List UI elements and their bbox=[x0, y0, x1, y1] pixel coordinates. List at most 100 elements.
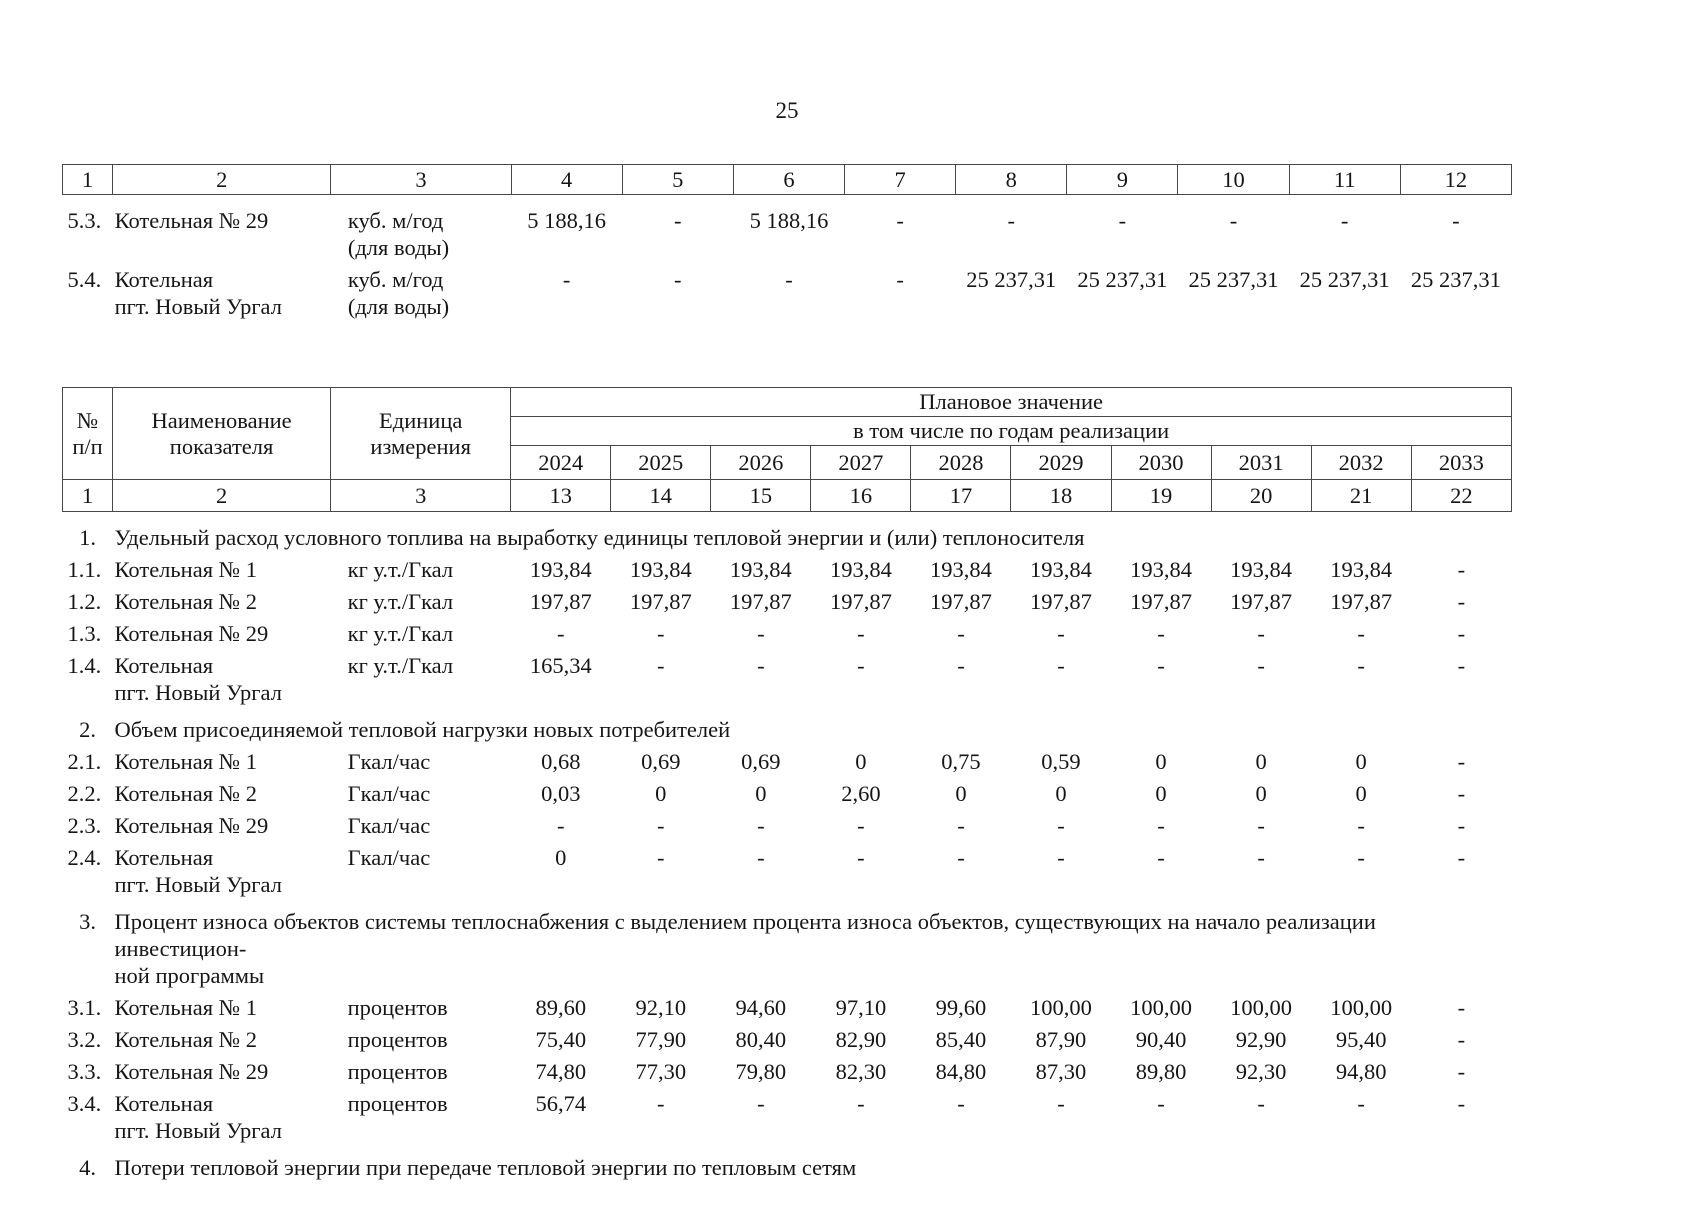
value-cell: - bbox=[857, 813, 865, 838]
value-cell: - bbox=[1457, 845, 1466, 870]
value-cell: - bbox=[1007, 208, 1015, 233]
table-row: 2.1. Котельная № 1 Гкал/час 0,68 0,69 0,69 0 0,… bbox=[63, 746, 1512, 778]
value-cell: 0,69 bbox=[741, 749, 781, 774]
row-number: 3.1. bbox=[67, 995, 102, 1020]
value-cell: - bbox=[1257, 621, 1265, 646]
row-unit: Гкал/час bbox=[347, 845, 431, 870]
value-cell: - bbox=[757, 1091, 765, 1116]
column-number-cell: 16 bbox=[810, 479, 912, 512]
value-cell: 193,84 bbox=[1230, 557, 1293, 582]
value-cell: 197,87 bbox=[829, 589, 892, 614]
value-cell: 0 bbox=[1355, 781, 1367, 806]
value-cell: - bbox=[1057, 1091, 1065, 1116]
value-cell: - bbox=[674, 267, 682, 292]
value-cell: 0 bbox=[755, 781, 767, 806]
column-number-cell: 8 bbox=[955, 164, 1068, 195]
value-cell: - bbox=[896, 208, 904, 233]
column-number-cell: 11 bbox=[1288, 164, 1401, 195]
value-cell: - bbox=[757, 621, 765, 646]
value-cell: 82,30 bbox=[835, 1059, 887, 1084]
value-cell: 82,90 bbox=[835, 1027, 887, 1052]
value-cell: 197,87 bbox=[1030, 589, 1092, 614]
value-cell: 193,84 bbox=[629, 557, 692, 582]
year-cell: 2030 bbox=[1110, 445, 1212, 480]
continued-table: 1 2 3 4 5 6 7 8 9 10 11 12 5.3. Котельная № 29 куб. м… bbox=[61, 164, 1513, 323]
value-cell: - bbox=[657, 653, 665, 678]
value-cell: - bbox=[1057, 845, 1065, 870]
table-row: 1.1. Котельная № 1 кг у.т./Гкал 193,84 193,8… bbox=[63, 554, 1512, 586]
years-label: в том числе по годам реализации bbox=[510, 416, 1512, 446]
col-header-unit: Единица измерения bbox=[330, 387, 512, 480]
col-header-num: № п/п bbox=[61, 387, 114, 480]
value-cell: 0 bbox=[655, 781, 667, 806]
year-cell: 2028 bbox=[910, 445, 1012, 480]
value-cell: 25 237,31 bbox=[966, 267, 1057, 292]
value-cell: 100,00 bbox=[1130, 995, 1192, 1020]
row-unit: кг у.т./Гкал bbox=[347, 621, 454, 646]
row-number: 2.1. bbox=[67, 749, 102, 774]
column-number-cell: 5 bbox=[621, 164, 734, 195]
plan-header-row: № п/п Наименование показателя Единица из… bbox=[61, 387, 1512, 480]
value-cell: - bbox=[1457, 749, 1466, 774]
column-number-cell: 6 bbox=[732, 164, 846, 195]
value-cell: - bbox=[674, 208, 682, 233]
value-cell: 87,90 bbox=[1035, 1027, 1087, 1052]
table-row: 1.3. Котельная № 29 кг у.т./Гкал - - - - - - - - - - bbox=[63, 618, 1512, 650]
value-cell: 197,87 bbox=[729, 589, 792, 614]
column-number-cell: 12 bbox=[1399, 164, 1513, 195]
row-number: 2.4. bbox=[67, 845, 102, 870]
table-row: 2.2. Котельная № 2 Гкал/час 0,03 0 0 2,60 0 0 0 0 0… bbox=[63, 778, 1512, 810]
value-cell: 25 237,31 bbox=[1188, 267, 1279, 292]
value-cell: 0 bbox=[955, 781, 967, 806]
value-cell: 193,84 bbox=[930, 557, 992, 582]
column-number-cell: 17 bbox=[910, 479, 1012, 512]
value-cell: - bbox=[896, 267, 904, 292]
value-cell: 90,40 bbox=[1135, 1027, 1187, 1052]
value-cell: - bbox=[957, 1091, 965, 1116]
value-cell: 89,60 bbox=[535, 995, 587, 1020]
value-cell: 56,74 bbox=[535, 1091, 587, 1116]
value-cell: 193,84 bbox=[1330, 557, 1393, 582]
section-title: Потери тепловой энергии при передаче теп… bbox=[114, 1155, 857, 1180]
year-cell: 2033 bbox=[1410, 445, 1513, 480]
column-number-cell: 13 bbox=[510, 479, 612, 512]
year-cell: 2031 bbox=[1210, 445, 1312, 480]
column-number-cell: 2 bbox=[112, 479, 332, 512]
row-name: Котельная № 2 bbox=[114, 781, 258, 806]
value-cell: - bbox=[857, 1091, 865, 1116]
row-unit: процентов bbox=[347, 995, 448, 1020]
value-cell: - bbox=[1457, 589, 1466, 614]
value-cell: 0 bbox=[855, 749, 867, 774]
table-row: 2.3. Котельная № 29 Гкал/час - - - - - - - - - - bbox=[63, 810, 1512, 842]
row-unit: процентов bbox=[347, 1091, 448, 1116]
row-number: 2.3. bbox=[67, 813, 102, 838]
value-cell: 25 237,31 bbox=[1410, 267, 1501, 292]
column-number-cell: 7 bbox=[844, 164, 957, 195]
row-name: Котельная № 1 bbox=[114, 995, 258, 1020]
value-cell: 25 237,31 bbox=[1299, 267, 1390, 292]
column-number-cell: 3 bbox=[330, 479, 512, 512]
value-cell: - bbox=[1457, 1059, 1466, 1084]
row-name: Котельная пгт. Новый Ургал bbox=[114, 1091, 282, 1143]
value-cell: 0 bbox=[1055, 781, 1067, 806]
value-cell: 193,84 bbox=[1130, 557, 1192, 582]
value-cell: 92,30 bbox=[1235, 1059, 1287, 1084]
column-number-cell: 18 bbox=[1010, 479, 1112, 512]
value-cell: 94,60 bbox=[735, 995, 787, 1020]
table-row: 1.2. Котельная № 2 кг у.т./Гкал 197,87 197,8… bbox=[63, 586, 1512, 618]
section-number: 1. bbox=[79, 525, 96, 550]
value-cell: - bbox=[1457, 621, 1466, 646]
value-cell: - bbox=[1457, 995, 1466, 1020]
row-name: Котельная пгт. Новый Ургал bbox=[114, 653, 282, 705]
value-cell: 97,10 bbox=[835, 995, 887, 1020]
year-cell: 2025 bbox=[610, 445, 712, 480]
year-cell: 2026 bbox=[710, 445, 812, 480]
value-cell: - bbox=[1057, 653, 1065, 678]
row-name: Котельная № 29 bbox=[114, 1059, 269, 1084]
section-title: Объем присоединяемой тепловой нагрузки н… bbox=[114, 717, 731, 742]
year-cell: 2029 bbox=[1010, 445, 1112, 480]
column-number-cell: 19 bbox=[1110, 479, 1212, 512]
row-number: 5.4. bbox=[67, 267, 102, 292]
value-cell: - bbox=[957, 813, 965, 838]
column-number-cell: 21 bbox=[1310, 479, 1412, 512]
